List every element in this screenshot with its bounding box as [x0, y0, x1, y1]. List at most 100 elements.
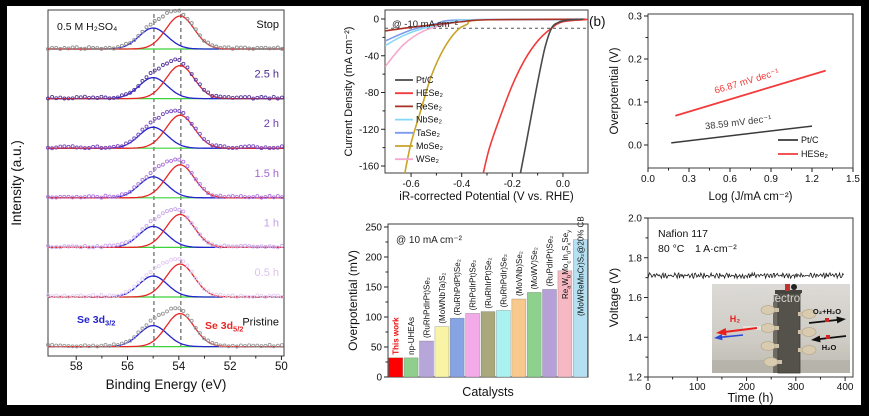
tspan-shape: @ -10 mA cm⁻²: [392, 19, 458, 30]
lsv-panel: -0.6 -0.4 -0.2 0.0 0 -40 -80 -120 -160 iR-correct…: [292, 6, 596, 210]
data-point: [251, 244, 256, 249]
data-point: [202, 186, 206, 191]
tspan-shape: 0.9: [764, 174, 778, 185]
data-point: [247, 46, 252, 51]
svg-shape: (b) 0.0 0.3 0.6 0.9 1.2 1.5 0.0 0.1 0.2 0.3 Log (J/…: [589, 12, 860, 204]
y-tick-label: 1.8: [628, 253, 642, 264]
data-point: [50, 294, 55, 299]
data-point: [58, 245, 63, 250]
data-point: [226, 95, 231, 100]
bar: [434, 326, 450, 378]
y-tick-label: 0.1: [628, 98, 642, 109]
y-tick-label: 2.0: [628, 214, 642, 225]
data-point: [115, 144, 120, 149]
tspan-shape: 1.6: [628, 293, 642, 304]
tspan-shape: -0.6: [402, 179, 420, 190]
tspan-shape: 50: [371, 343, 383, 354]
data-point: [95, 194, 100, 199]
tspan-shape: W: [561, 278, 570, 286]
spectrum-time-label: Pristine: [242, 317, 279, 329]
data-point: [263, 195, 268, 200]
data-point: [99, 46, 104, 51]
data-point: [91, 245, 96, 250]
data-point: [271, 145, 276, 150]
tspan-shape: 0: [376, 373, 382, 384]
tspan-shape: NbSe₂: [416, 115, 443, 125]
data-point: [82, 146, 87, 151]
data-point: [279, 243, 284, 248]
data-point: [91, 293, 96, 298]
data-point: [210, 143, 215, 148]
data-point: [99, 245, 104, 250]
x-tick-label: -0.6: [402, 179, 420, 190]
data-point: [234, 95, 239, 100]
legend-label: HESe₂: [416, 88, 444, 98]
data-point: [119, 144, 124, 149]
data-point: [87, 146, 91, 150]
tspan-shape: 100: [689, 382, 706, 393]
tspan-shape: -120: [359, 125, 379, 136]
data-point: [156, 264, 161, 269]
data-point: [193, 177, 198, 182]
data-point: [70, 294, 75, 299]
y-axis-label: Overpotential (V): [609, 47, 621, 134]
data-point: [234, 294, 239, 299]
data-point: [271, 244, 276, 249]
data-point: [107, 45, 112, 50]
data-point: [78, 195, 83, 200]
tspan-shape: 52: [224, 361, 237, 373]
data-point: [107, 194, 112, 199]
data-point: [160, 311, 165, 316]
data-point: [66, 96, 71, 101]
x-axis-label: Catalysts: [462, 385, 513, 399]
data-point: [165, 10, 169, 15]
data-point: [136, 280, 141, 285]
data-point: [74, 45, 79, 50]
data-point: [210, 341, 215, 345]
stability-panel: 0 100 200 300 400 1.2 1.4 1.6 1.8 2.0 Time (h) Volt…: [585, 210, 861, 406]
tspan-shape: Re: [561, 288, 570, 299]
tspan-shape: y: [566, 230, 572, 233]
svg-shape: 0 50 100 150 200 250 Catalysts Overpotential (m…: [346, 216, 589, 399]
data-point: [251, 46, 256, 51]
data-point: [226, 194, 231, 199]
data-point: [263, 343, 268, 348]
data-point: [197, 281, 202, 286]
data-point: [66, 344, 71, 349]
data-point: [259, 146, 264, 151]
data-point: [275, 245, 280, 250]
data-point: [279, 294, 284, 299]
data-point: [218, 45, 223, 50]
data-point: [193, 325, 198, 330]
y-tick-label: 0: [373, 15, 379, 26]
tafel-line-ptc: [671, 125, 813, 144]
data-point: [185, 16, 190, 21]
data-point: [144, 273, 149, 278]
tspan-shape: Se 3d: [77, 314, 105, 326]
data-point: [173, 157, 178, 162]
tspan-shape: 0.5 h: [255, 267, 279, 279]
data-point: [202, 237, 206, 242]
tspan-shape: 0.0: [556, 179, 570, 190]
data-point: [54, 96, 59, 101]
data-point: [46, 243, 50, 248]
tspan-shape: 2.0: [628, 214, 642, 225]
y-tick-label: 150: [365, 283, 382, 294]
data-point: [165, 309, 169, 314]
tspan-shape: (MoWV)Se₂: [530, 247, 539, 289]
h2-arrow-head: [716, 327, 727, 336]
data-point: [115, 293, 120, 298]
tspan-shape: (MoWReMnCr)S₂@20% CB: [576, 216, 585, 316]
data-point: [95, 344, 100, 349]
data-point: [218, 193, 223, 198]
data-point: [156, 17, 161, 21]
tspan-shape: 1.4: [628, 333, 642, 344]
y-tick-label: 250: [365, 223, 382, 234]
data-point: [132, 335, 137, 340]
tspan-shape: Log (J/mA cm⁻²): [708, 191, 792, 203]
data-point: [111, 95, 116, 100]
bar-chart-panel: 0 50 100 150 200 250 Catalysts Overpotential (m…: [292, 210, 596, 405]
data-point: [132, 136, 137, 141]
tspan-shape: d: [566, 251, 572, 254]
data-point: [152, 315, 157, 320]
